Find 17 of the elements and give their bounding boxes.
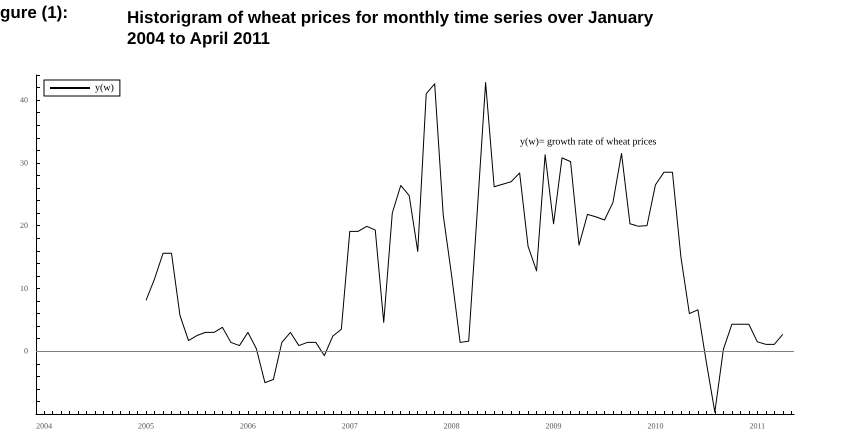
x-tick-label: 2009: [546, 422, 562, 430]
y-tick-label: 20: [20, 221, 28, 230]
legend-label: y(w): [95, 82, 114, 94]
x-tick-label: 2006: [240, 422, 256, 430]
x-tick-label: 2005: [138, 422, 154, 430]
y-tick-label: 30: [20, 158, 28, 168]
y-tick-label: 0: [24, 346, 28, 356]
x-tick-label: 2011: [749, 422, 766, 430]
chart-title: Historigram of wheat prices for monthly time series over January 2004 to April 2011: [127, 8, 658, 48]
x-tick-label: 2010: [647, 422, 664, 430]
text: gure (1):: [0, 3, 68, 22]
x-tick-label: 2004: [36, 422, 52, 430]
x-tick-label: 2007: [342, 422, 358, 430]
y-tick-label: 10: [20, 284, 28, 293]
y-tick-label: 40: [20, 96, 28, 105]
x-tick-label: 2008: [444, 422, 460, 430]
annotation: y(w)= growth rate of wheat prices: [520, 136, 657, 148]
